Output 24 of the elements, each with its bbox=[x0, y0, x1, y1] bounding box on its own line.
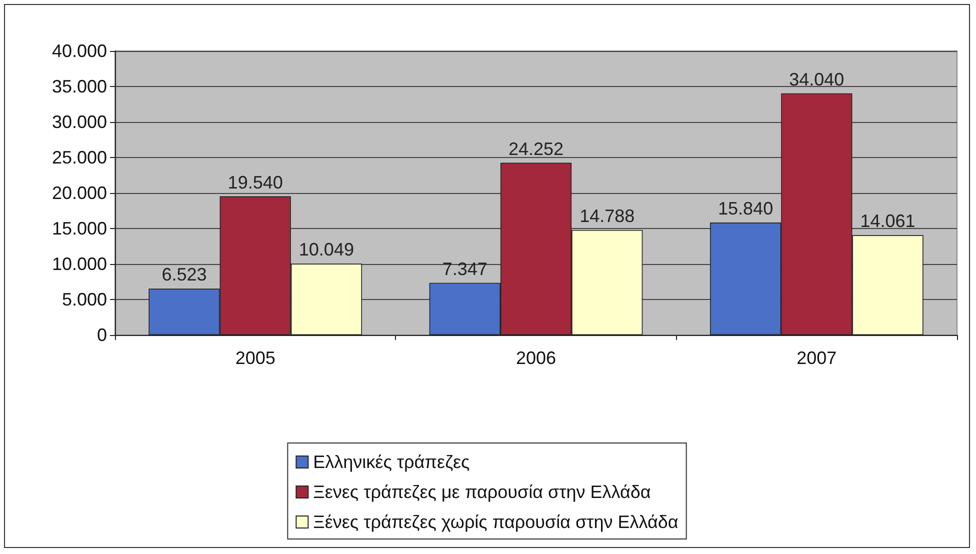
data-label: 14.788 bbox=[580, 206, 635, 226]
data-label: 14.061 bbox=[860, 211, 916, 232]
y-tick-label: 35.000 bbox=[52, 76, 107, 96]
x-tick-label: 2007 bbox=[796, 348, 837, 368]
y-tick-label: 10.000 bbox=[52, 254, 107, 274]
y-tick-label: 0 bbox=[96, 325, 107, 345]
y-tick-label: 40.000 bbox=[52, 41, 107, 61]
y-tick-label: 5.000 bbox=[62, 290, 107, 310]
data-label: 7.347 bbox=[442, 258, 488, 279]
y-tick-label: 20.000 bbox=[52, 183, 107, 203]
data-label: 10.049 bbox=[298, 240, 354, 260]
y-tick-label: 25.000 bbox=[52, 148, 107, 168]
x-tick-label: 2006 bbox=[516, 348, 556, 368]
y-tick-label: 30.000 bbox=[52, 112, 107, 132]
data-label: 24.252 bbox=[508, 138, 564, 159]
data-label: 6.523 bbox=[162, 264, 207, 285]
legend-label: Ελληνικές τράπεζες bbox=[313, 452, 470, 472]
x-tick-label: 2005 bbox=[235, 348, 276, 368]
data-label: 19.540 bbox=[228, 172, 283, 192]
y-tick-label: 15.000 bbox=[52, 218, 107, 238]
data-label: 15.840 bbox=[718, 198, 774, 219]
legend-label: Ξενες τράπεζες με παρουσία στην Ελλάδα bbox=[313, 482, 651, 502]
legend-label: Ξένες τράπεζες χωρίς παρουσία στην Ελλάδα bbox=[313, 512, 678, 532]
data-label: 34.040 bbox=[789, 69, 844, 90]
